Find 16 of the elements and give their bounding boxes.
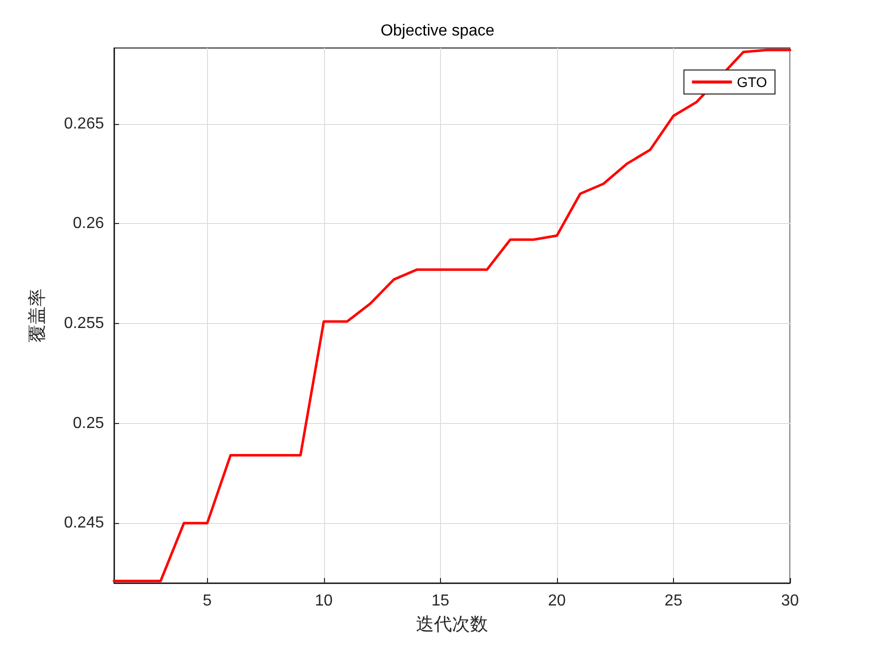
- x-tick-label: 5: [202, 592, 212, 610]
- x-axis-title: 迭代次数: [416, 614, 488, 634]
- y-axis-title: 覆盖率: [27, 288, 47, 342]
- y-tick-label: 0.26: [72, 215, 104, 232]
- x-tick-label: 10: [314, 592, 333, 610]
- x-tick-label: 25: [664, 592, 682, 610]
- x-tick-label: 20: [548, 592, 566, 610]
- y-tick-label: 0.25: [72, 414, 104, 432]
- line-series: [112, 48, 792, 582]
- x-tick-label: 15: [431, 592, 450, 610]
- chart-title: Objective space: [380, 22, 495, 40]
- y-tick-label: 0.245: [64, 514, 104, 532]
- legend-label: GTO: [736, 74, 768, 90]
- y-tick-label: 0.265: [64, 115, 104, 132]
- x-tick-label: 30: [781, 592, 799, 610]
- y-tick-label: 0.255: [64, 314, 104, 332]
